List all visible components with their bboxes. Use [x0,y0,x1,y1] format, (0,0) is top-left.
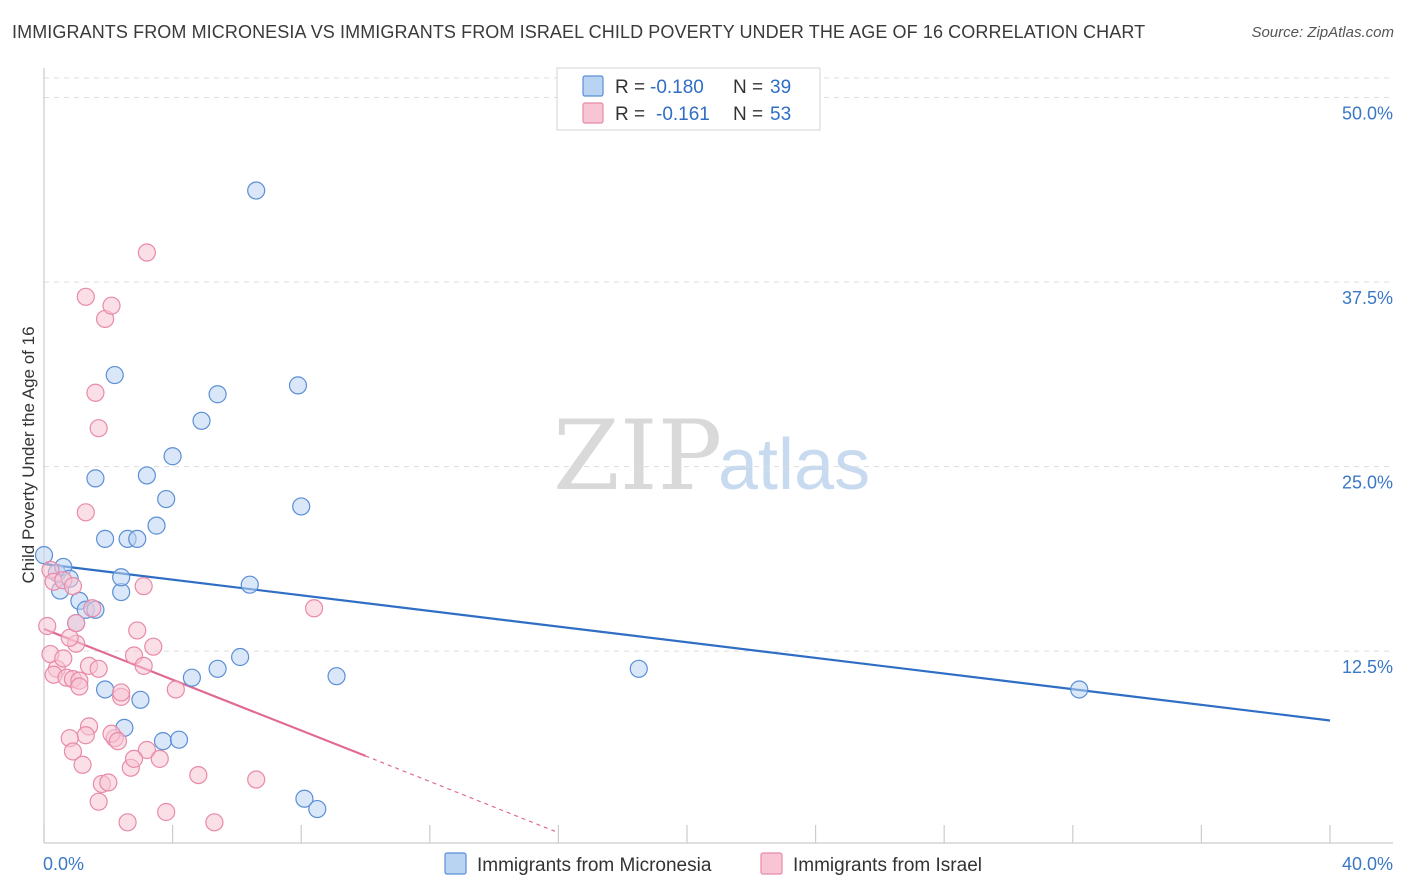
x-tick-label-min: 0.0% [43,854,84,874]
point-micronesia [231,647,250,667]
point-israel [150,749,169,768]
point-micronesia [292,497,311,516]
point-israel [63,742,83,761]
trend-lines [43,562,1331,834]
point-micronesia [95,680,115,699]
point-micronesia [131,690,150,709]
legend-n-value: 39 [770,77,791,98]
legend-n-value: 53 [770,104,791,125]
point-micronesia [95,529,115,549]
point-israel [76,287,95,306]
point-israel [73,755,92,774]
y-tick-labels: 12.5% 25.0% 37.5% 50.0% [1342,104,1393,678]
y-tick-label: 37.5% [1342,288,1393,308]
point-israel [144,637,163,656]
legend-n-label: N = [733,104,763,125]
point-israel [124,749,144,768]
point-micronesia [86,469,105,488]
point-micronesia [308,799,327,819]
point-micronesia [240,575,259,594]
point-israel [166,680,185,699]
point-israel [108,732,128,751]
point-micronesia [288,376,308,395]
x-tick-label-max: 40.0% [1342,854,1393,874]
point-micronesia [1070,680,1089,699]
point-israel [76,726,95,745]
point-micronesia [153,732,173,751]
legend-r-label: R = [615,77,645,98]
legend-swatch-micronesia [582,75,604,97]
stats-legend: R = -0.180 N = 39 R = -0.161 N = 53 [556,67,821,131]
point-israel [89,419,108,438]
legend-r-value: -0.161 [656,104,710,125]
series-micronesia-points [34,181,1089,819]
point-micronesia [137,466,156,485]
point-israel [63,577,83,596]
point-israel [247,770,266,789]
point-israel [189,765,208,785]
point-israel [112,683,131,702]
bottom-legend-swatch-micronesia [444,852,467,875]
point-micronesia [105,365,124,385]
point-micronesia [629,659,648,678]
point-israel [137,243,156,262]
point-micronesia [295,789,314,808]
trendline-israel [43,627,366,757]
axes [43,68,1393,844]
point-israel [205,813,224,832]
point-micronesia [182,668,201,687]
point-micronesia [157,489,176,509]
point-micronesia [327,667,346,686]
legend-n-label: N = [733,77,763,98]
point-israel [67,613,86,633]
point-israel [137,740,156,760]
point-israel [83,599,102,618]
watermark-atlas: atlas [718,425,870,505]
trendline-israel-extension [365,755,559,834]
legend-r-value: -0.180 [650,77,704,98]
x-ticks [43,825,1331,843]
point-micronesia [147,516,166,535]
trendline-micronesia [43,562,1331,722]
point-israel [102,296,121,315]
point-micronesia [247,181,266,200]
point-micronesia [169,730,189,749]
point-micronesia [128,529,147,549]
point-israel [86,383,105,402]
y-tick-label: 12.5% [1342,657,1393,677]
point-israel [157,802,176,822]
chart-title: IMMIGRANTS FROM MICRONESIA VS IMMIGRANTS… [12,22,1146,42]
point-micronesia [163,447,182,466]
point-micronesia [208,659,227,678]
point-israel [76,503,95,522]
point-israel [304,599,324,618]
point-israel [89,659,108,678]
y-tick-label: 25.0% [1342,473,1393,493]
point-israel [38,616,57,636]
source-label: Source: ZipAtlas.com [1251,24,1394,41]
series-legend: Immigrants from Micronesia Immigrants fr… [444,852,982,876]
point-israel [99,773,118,792]
bottom-legend-label-micronesia: Immigrants from Micronesia [477,855,712,876]
point-micronesia [112,568,131,587]
bottom-legend-swatch-israel [760,852,783,875]
point-israel [134,656,153,675]
point-israel [128,621,147,640]
legend-r-label: R = [615,104,645,125]
point-israel [134,577,153,596]
point-micronesia [208,385,227,404]
y-axis-title: Child Poverty Under the Age of 16 [19,326,38,583]
legend-swatch-israel [582,102,604,124]
bottom-legend-label-israel: Immigrants from Israel [793,855,982,876]
watermark-zip: ZIP [553,400,722,512]
point-micronesia [192,411,211,430]
series-israel-points [38,243,324,832]
point-israel [118,813,137,832]
point-israel [54,649,73,668]
grid [44,77,1393,652]
point-israel [70,677,89,696]
point-israel [89,792,108,811]
y-tick-label: 50.0% [1342,104,1393,124]
